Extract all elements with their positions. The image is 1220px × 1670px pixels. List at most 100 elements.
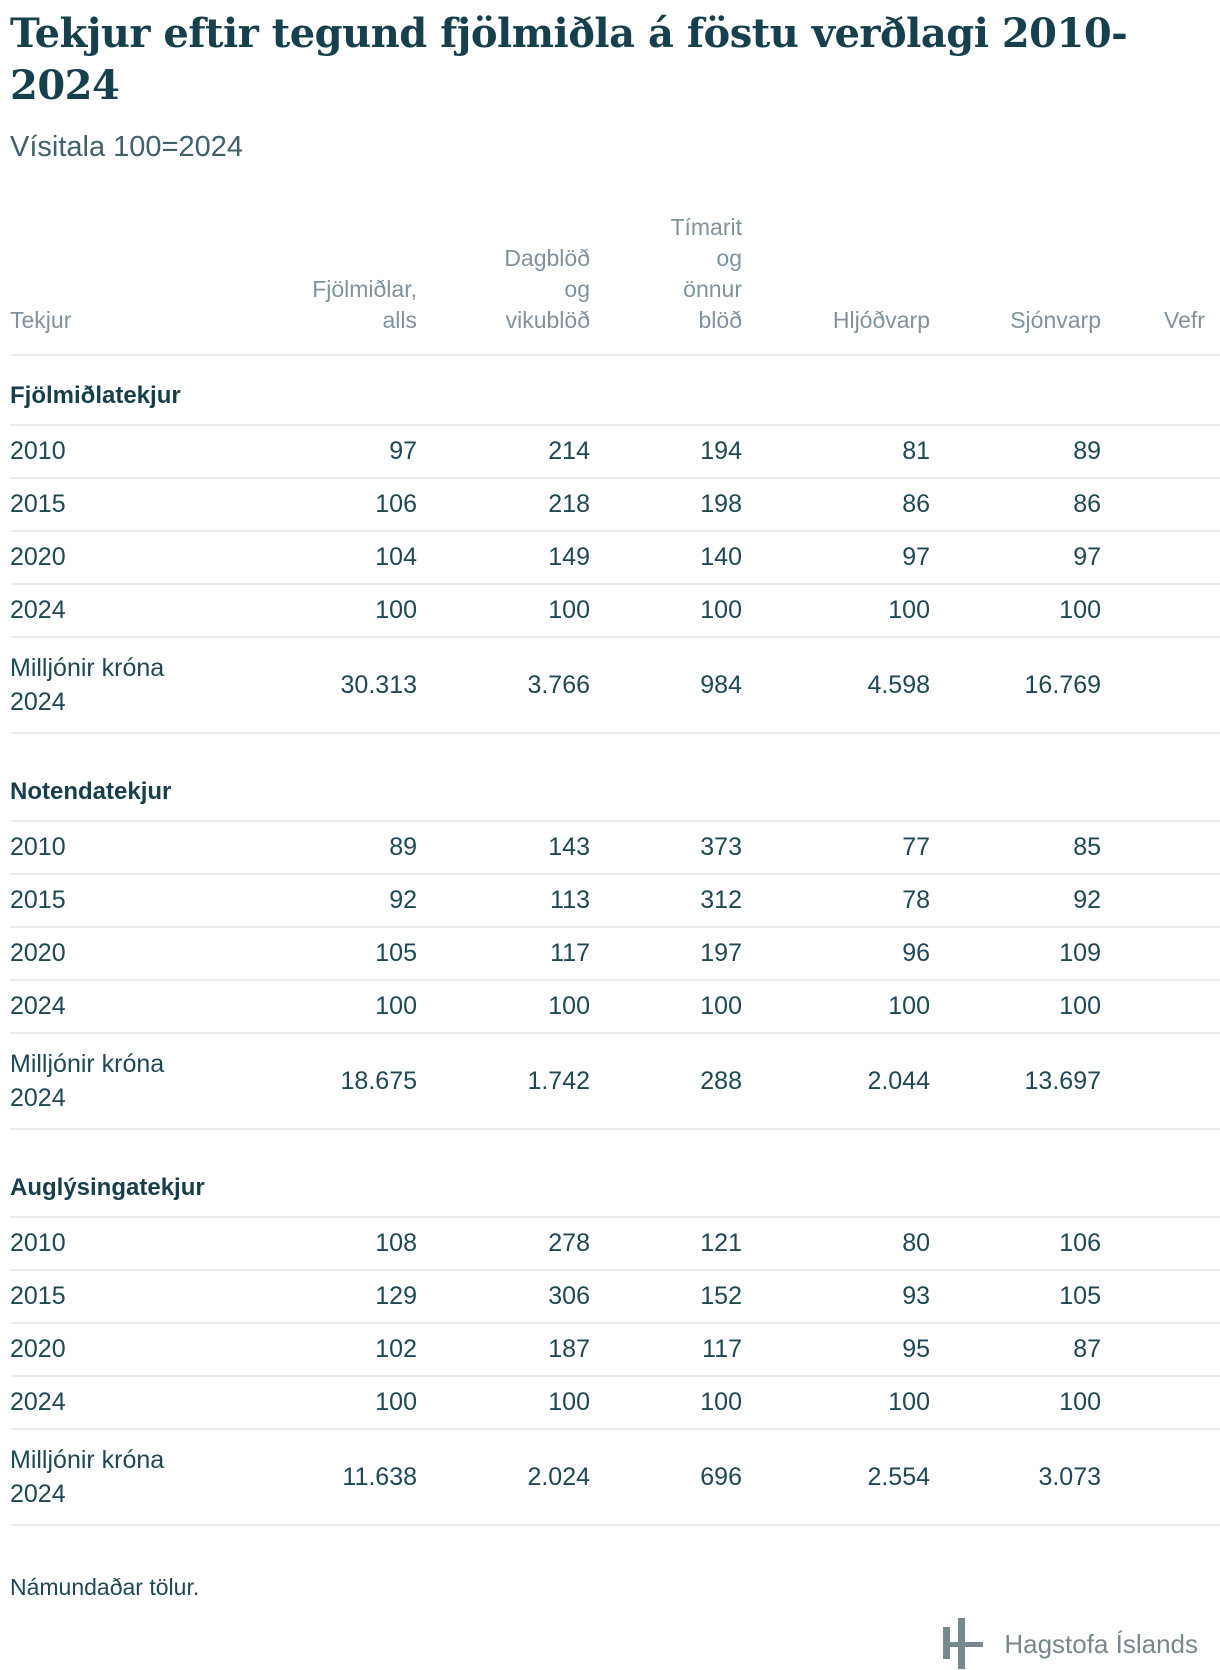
value-cell: 11.638 [260,1429,417,1526]
value-cell: 108 [260,1217,417,1271]
value-cell-empty [1101,531,1220,585]
column-header: Hljóðvarp [742,212,930,356]
value-cell-empty [1101,1033,1220,1130]
row-label: Milljónir króna 2024 [10,637,260,734]
table-section: Auglýsingatekjur 2010 108 278 121 80 106 2015 12… [10,1129,1220,1526]
value-cell-empty [1101,478,1220,532]
value-cell: 100 [590,584,742,638]
row-label: 2020 [10,927,260,981]
table-row: 2020 102 187 117 95 87 [10,1323,1220,1377]
value-cell-empty [1101,425,1220,479]
value-cell: 140 [590,531,742,585]
value-cell: 984 [590,637,742,734]
section-header: Auglýsingatekjur [10,1129,1220,1218]
column-header: Sjónvarp [930,212,1101,356]
value-cell: 30.313 [260,637,417,734]
value-cell: 214 [417,425,590,479]
value-cell: 100 [742,1376,930,1430]
value-cell: 100 [590,980,742,1034]
footer-brand: Hagstofa Íslands [10,1618,1220,1670]
value-cell: 18.675 [260,1033,417,1130]
value-cell: 106 [260,478,417,532]
value-cell: 85 [930,821,1101,875]
value-cell-empty [1101,584,1220,638]
table-row: 2010 108 278 121 80 106 [10,1217,1220,1271]
value-cell: 92 [930,874,1101,928]
value-cell: 100 [260,1376,417,1430]
value-cell-empty [1101,1270,1220,1324]
column-header: Tímarit og önnur blöð [590,212,742,356]
value-cell: 100 [260,980,417,1034]
value-cell-empty [1101,1323,1220,1377]
value-cell: 100 [930,584,1101,638]
value-cell: 100 [590,1376,742,1430]
footnote: Námundaðar tölur. [10,1574,200,1600]
value-cell: 113 [417,874,590,928]
row-label: 2010 [10,821,260,875]
table-row: 2010 97 214 194 81 89 [10,425,1220,479]
table-row: 2024 100 100 100 100 100 [10,980,1220,1034]
value-cell: 78 [742,874,930,928]
value-cell-empty [1101,874,1220,928]
value-cell: 97 [260,425,417,479]
row-label: 2024 [10,980,260,1034]
section-header: Notendatekjur [10,733,1220,822]
value-cell: 117 [590,1323,742,1377]
row-label: 2015 [10,1270,260,1324]
column-header: Fjölmiðlar, alls [260,212,417,356]
brand-name: Hagstofa Íslands [1004,1629,1198,1659]
value-cell-empty [1101,637,1220,734]
value-cell: 89 [260,821,417,875]
value-cell: 312 [590,874,742,928]
row-label: 2010 [10,425,260,479]
column-header: Vefr [1101,212,1220,356]
value-cell: 81 [742,425,930,479]
value-cell: 106 [930,1217,1101,1271]
value-cell: 92 [260,874,417,928]
table-row: 2020 105 117 197 96 109 [10,927,1220,981]
value-cell: 100 [417,584,590,638]
value-cell-empty [1101,1376,1220,1430]
value-cell: 152 [590,1270,742,1324]
page-subtitle: Vísitala 100=2024 [10,131,243,163]
value-cell: 278 [417,1217,590,1271]
value-cell: 100 [260,584,417,638]
value-cell: 97 [742,531,930,585]
value-cell: 100 [417,1376,590,1430]
value-cell: 102 [260,1323,417,1377]
row-label: 2020 [10,531,260,585]
value-cell: 197 [590,927,742,981]
value-cell: 16.769 [930,637,1101,734]
section-header-row: Fjölmiðlatekjur [10,355,1220,426]
value-cell: 105 [260,927,417,981]
value-cell: 288 [590,1033,742,1130]
table-section: Fjölmiðlatekjur 2010 97 214 194 81 89 2015 106 21… [10,355,1220,734]
value-cell: 89 [930,425,1101,479]
table-row: 2015 92 113 312 78 92 [10,874,1220,928]
value-cell: 100 [930,1376,1101,1430]
value-cell: 100 [930,980,1101,1034]
value-cell: 13.697 [930,1033,1101,1130]
value-cell-empty [1101,1217,1220,1271]
value-cell: 2.044 [742,1033,930,1130]
value-cell: 93 [742,1270,930,1324]
media-revenue-index-table: Tekjur Fjölmiðlar, alls Dagblöð og vikubl… [10,212,1220,1526]
row-label: 2020 [10,1323,260,1377]
table-section: Notendatekjur 2010 89 143 373 77 85 2015 92 113 31… [10,733,1220,1130]
table-row: 2020 104 149 140 97 97 [10,531,1220,585]
row-label: 2024 [10,1376,260,1430]
value-cell: 100 [742,980,930,1034]
value-cell: 187 [417,1323,590,1377]
value-cell: 77 [742,821,930,875]
value-cell: 4.598 [742,637,930,734]
table-row: 2015 106 218 198 86 86 [10,478,1220,532]
value-cell: 696 [590,1429,742,1526]
column-header: Dagblöð og vikublöð [417,212,590,356]
section-header-row: Auglýsingatekjur [10,1129,1220,1218]
value-cell: 109 [930,927,1101,981]
value-cell: 129 [260,1270,417,1324]
value-cell: 87 [930,1323,1101,1377]
section-header-row: Notendatekjur [10,733,1220,822]
value-cell: 194 [590,425,742,479]
value-cell: 306 [417,1270,590,1324]
